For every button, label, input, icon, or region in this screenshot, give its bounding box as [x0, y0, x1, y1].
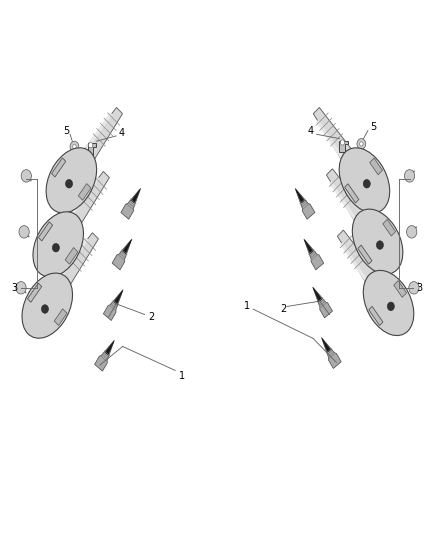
- Circle shape: [360, 142, 363, 146]
- Ellipse shape: [339, 148, 390, 213]
- Ellipse shape: [22, 273, 73, 338]
- Polygon shape: [54, 309, 67, 326]
- Circle shape: [357, 139, 366, 149]
- Circle shape: [376, 241, 383, 249]
- Polygon shape: [95, 340, 114, 371]
- Polygon shape: [55, 172, 110, 246]
- Polygon shape: [65, 247, 78, 264]
- Polygon shape: [88, 143, 96, 155]
- Polygon shape: [131, 189, 140, 203]
- Polygon shape: [45, 237, 88, 298]
- Polygon shape: [313, 108, 367, 182]
- Polygon shape: [369, 306, 383, 326]
- Polygon shape: [68, 108, 123, 182]
- Circle shape: [53, 244, 60, 252]
- Circle shape: [21, 169, 32, 182]
- Polygon shape: [52, 158, 66, 177]
- Circle shape: [406, 225, 417, 238]
- Polygon shape: [316, 119, 358, 181]
- Polygon shape: [383, 220, 396, 236]
- Circle shape: [70, 141, 79, 152]
- Circle shape: [73, 144, 76, 149]
- Text: 1: 1: [179, 371, 185, 381]
- Polygon shape: [103, 289, 123, 320]
- Circle shape: [387, 302, 394, 311]
- Circle shape: [88, 142, 93, 148]
- Ellipse shape: [33, 212, 84, 277]
- Polygon shape: [337, 230, 392, 305]
- Text: 3: 3: [11, 283, 18, 293]
- Ellipse shape: [46, 148, 97, 213]
- Polygon shape: [69, 112, 113, 173]
- Circle shape: [19, 225, 29, 238]
- Polygon shape: [304, 240, 313, 254]
- Text: 4: 4: [119, 128, 125, 138]
- Polygon shape: [370, 158, 382, 175]
- Polygon shape: [123, 240, 131, 254]
- Circle shape: [404, 169, 415, 182]
- Circle shape: [340, 140, 345, 145]
- Polygon shape: [394, 281, 406, 297]
- Polygon shape: [340, 242, 382, 304]
- Polygon shape: [358, 245, 372, 264]
- Polygon shape: [112, 239, 132, 270]
- Polygon shape: [304, 239, 324, 270]
- Polygon shape: [39, 222, 53, 241]
- Ellipse shape: [352, 209, 403, 274]
- Polygon shape: [326, 169, 381, 244]
- Polygon shape: [321, 337, 341, 368]
- Polygon shape: [105, 341, 114, 355]
- Circle shape: [363, 180, 370, 188]
- Circle shape: [66, 180, 73, 188]
- Polygon shape: [121, 188, 141, 219]
- Text: 2: 2: [281, 304, 287, 314]
- Circle shape: [16, 281, 26, 294]
- Circle shape: [409, 281, 419, 294]
- Polygon shape: [44, 233, 99, 308]
- Text: 2: 2: [148, 312, 154, 322]
- Polygon shape: [313, 288, 322, 302]
- Polygon shape: [345, 184, 359, 203]
- Polygon shape: [296, 189, 304, 203]
- Text: 1: 1: [244, 302, 251, 311]
- Text: 5: 5: [64, 126, 70, 136]
- Polygon shape: [28, 283, 42, 302]
- Polygon shape: [313, 287, 332, 318]
- Polygon shape: [56, 176, 99, 237]
- Polygon shape: [322, 338, 331, 352]
- Text: 3: 3: [417, 283, 423, 293]
- Text: 4: 4: [308, 126, 314, 136]
- Text: 5: 5: [370, 123, 376, 132]
- Polygon shape: [329, 181, 371, 243]
- Polygon shape: [295, 188, 315, 219]
- Polygon shape: [114, 290, 123, 304]
- Polygon shape: [339, 141, 348, 152]
- Ellipse shape: [363, 270, 414, 336]
- Polygon shape: [78, 183, 91, 200]
- Circle shape: [42, 305, 49, 313]
